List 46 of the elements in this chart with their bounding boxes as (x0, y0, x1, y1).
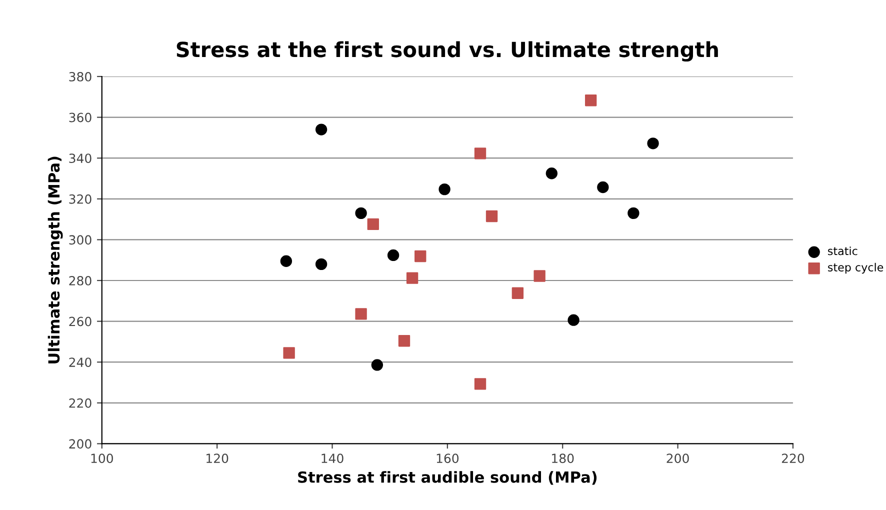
point (414, 250, 426, 262)
point (568, 314, 580, 326)
x-tick-label: 100 (91, 454, 113, 464)
point (438, 183, 450, 196)
x-axis-title: Stress at first audible sound (MPa) (298, 471, 597, 485)
point (584, 94, 597, 106)
chart-title: Stress at the first sound vs. Ultimate strength (176, 41, 718, 62)
point (387, 249, 400, 262)
x-tick-label: 120 (206, 454, 228, 464)
x-tick-label: 140 (322, 454, 344, 464)
legend-label: static (828, 246, 858, 256)
point (280, 255, 292, 267)
y-tick-label: 300 (69, 235, 92, 245)
point (355, 308, 367, 320)
point (534, 270, 546, 282)
y-tick-label: 340 (69, 154, 92, 164)
y-tick-label: 280 (69, 276, 92, 286)
point (647, 138, 659, 150)
point (367, 218, 379, 230)
y-tick-label: 360 (69, 112, 92, 122)
x-tick-label: 200 (666, 454, 689, 464)
point (315, 124, 328, 136)
x-tick-label: 160 (436, 454, 459, 464)
point (486, 210, 498, 222)
point (283, 347, 295, 359)
y-tick-label: 260 (69, 316, 92, 326)
y-tick-label: 240 (69, 358, 92, 368)
y-axis-title: Ultimate strength (MPa) (48, 156, 63, 364)
legend-label: step cycle (828, 262, 884, 274)
point (315, 258, 328, 270)
point (474, 378, 486, 390)
point (371, 359, 384, 371)
x-tick-label: 220 (782, 454, 804, 464)
y-tick-label: 320 (69, 194, 92, 204)
point (597, 181, 609, 194)
point (398, 335, 410, 347)
x-tick-label: 180 (552, 454, 574, 464)
point (512, 287, 524, 299)
point (546, 168, 558, 180)
y-tick-label: 200 (69, 439, 92, 449)
point (406, 272, 418, 284)
y-tick-label: 380 (69, 72, 92, 82)
point (474, 148, 486, 160)
point (628, 207, 640, 220)
point (355, 207, 367, 220)
y-tick-label: 220 (69, 398, 92, 408)
